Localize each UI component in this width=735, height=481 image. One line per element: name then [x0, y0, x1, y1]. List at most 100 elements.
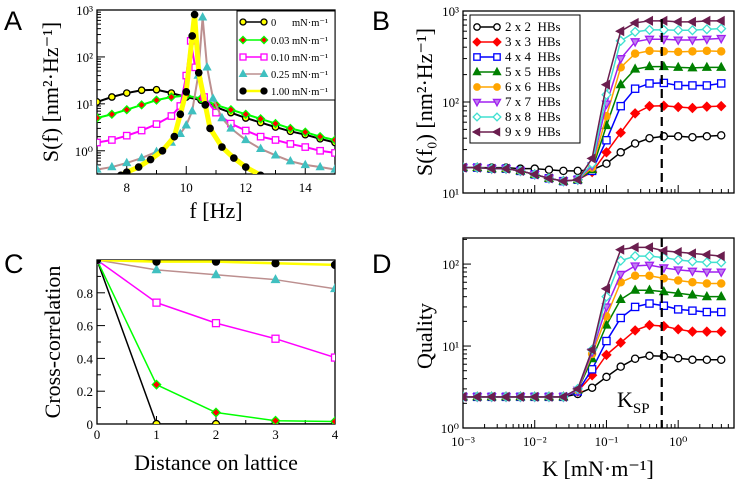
data-point: [300, 127, 311, 137]
data-point: [630, 354, 640, 363]
legend-label: 7 x 7 HBs: [505, 94, 561, 109]
data-point: [629, 17, 639, 28]
data-point: [715, 23, 727, 34]
data-point: [108, 136, 116, 144]
data-point: [716, 34, 727, 45]
series-8: [463, 242, 725, 402]
data-point: [643, 15, 654, 26]
data-point: [702, 81, 712, 90]
legend-label: 0.25 mN·m⁻¹: [271, 70, 328, 81]
data-point: [134, 163, 143, 171]
data-point: [152, 260, 161, 266]
data-point: [644, 250, 655, 262]
data-point: [601, 147, 612, 158]
data-point: [630, 38, 641, 48]
x-tick-label: 3: [272, 427, 279, 442]
data-point: [673, 353, 683, 363]
data-point: [672, 24, 684, 36]
data-point: [543, 173, 553, 184]
data-point: [615, 270, 626, 280]
data-point: [485, 391, 496, 402]
panel-b-frame: [462, 10, 735, 194]
legend-label: 0 mN·m⁻¹: [271, 18, 328, 29]
data-point: [492, 112, 502, 122]
data-point: [687, 102, 698, 114]
panel-d-xlabel: K [mN·m⁻¹]: [542, 456, 654, 481]
data-point: [211, 260, 221, 266]
legend-item: 7 x 7 HBs: [472, 94, 561, 109]
data-point: [701, 257, 713, 268]
y-tick-label: 10²: [76, 50, 93, 65]
data-point: [716, 291, 727, 301]
data-point: [239, 53, 247, 61]
data-point: [117, 171, 125, 174]
data-point: [716, 131, 726, 140]
data-point: [601, 89, 612, 101]
data-point: [600, 79, 610, 90]
y-tick-label: 10¹: [442, 186, 459, 201]
data-point: [601, 319, 612, 329]
data-point: [701, 101, 713, 112]
data-point: [586, 153, 596, 164]
data-point: [230, 154, 238, 162]
data-point: [673, 305, 683, 314]
data-point: [315, 161, 325, 171]
data-point: [239, 18, 247, 26]
data-point: [316, 146, 324, 155]
data-point: [194, 68, 203, 77]
data-point: [187, 105, 197, 115]
data-point: [602, 372, 611, 382]
data-point: [587, 383, 597, 392]
data-point: [485, 163, 496, 174]
data-point: [543, 391, 553, 402]
x-tick-label: 0: [94, 427, 101, 442]
data-point: [645, 271, 654, 281]
data-point: [330, 353, 335, 362]
data-point: [658, 15, 668, 26]
data-point: [673, 36, 684, 46]
y-tick-label: 10³: [76, 3, 93, 18]
data-point: [97, 98, 101, 106]
data-point: [137, 152, 147, 162]
y-tick-label: 10³: [442, 4, 459, 19]
data-point: [630, 271, 640, 281]
data-point: [687, 289, 698, 299]
data-point: [716, 307, 726, 317]
data-point: [645, 351, 654, 361]
data-point: [702, 355, 712, 365]
data-point: [687, 36, 698, 46]
series-line: [97, 16, 335, 171]
data-point: [270, 274, 281, 284]
data-point: [716, 79, 726, 88]
data-point: [122, 89, 131, 97]
data-point: [716, 355, 726, 365]
data-point: [255, 114, 266, 124]
data-point: [630, 63, 641, 73]
data-point: [673, 81, 683, 90]
legend-box: [236, 10, 336, 101]
ksp-annotation: KSP: [617, 387, 650, 417]
legend-label: 3 x 3 HBs: [505, 34, 561, 49]
data-point: [239, 87, 247, 95]
data-point: [151, 95, 162, 105]
data-point: [260, 18, 268, 26]
data-point: [701, 268, 712, 278]
data-point: [182, 88, 191, 96]
data-point: [629, 325, 641, 336]
data-point: [463, 391, 467, 402]
data-point: [210, 407, 222, 418]
data-point: [493, 23, 501, 31]
data-point: [226, 104, 236, 115]
data-point: [137, 126, 146, 135]
panel-a-plot: [97, 10, 335, 174]
legend-label: 0.10 mN·m⁻¹: [271, 53, 328, 64]
data-point: [629, 26, 641, 38]
panel-b-axes: 10¹ 10² 10³: [442, 4, 735, 201]
data-point: [572, 174, 582, 185]
data-point: [514, 391, 524, 402]
data-point: [315, 131, 325, 142]
data-point: [687, 256, 698, 267]
data-point: [702, 132, 712, 141]
data-point: [673, 61, 684, 71]
data-point: [97, 260, 102, 265]
